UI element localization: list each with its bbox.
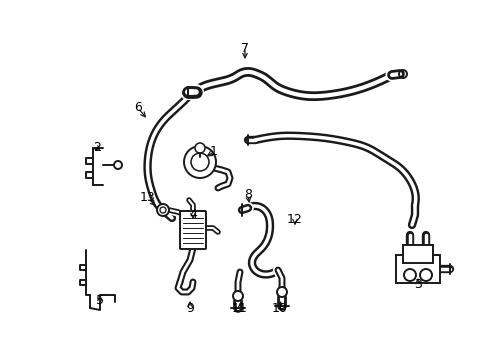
Circle shape	[232, 291, 243, 301]
FancyBboxPatch shape	[180, 211, 205, 249]
Text: 6: 6	[134, 102, 142, 114]
Circle shape	[195, 143, 204, 153]
Text: 10: 10	[271, 301, 287, 315]
Polygon shape	[93, 148, 114, 185]
Circle shape	[403, 269, 415, 281]
Circle shape	[183, 146, 216, 178]
Text: 13: 13	[140, 192, 156, 204]
Text: 1: 1	[210, 145, 218, 158]
Circle shape	[276, 287, 286, 297]
Text: 2: 2	[93, 141, 101, 154]
Bar	[395, 255, 439, 283]
Bar	[402, 245, 432, 263]
Circle shape	[419, 269, 431, 281]
Circle shape	[114, 161, 122, 169]
Text: 4: 4	[189, 208, 197, 221]
Text: 8: 8	[244, 189, 251, 202]
Circle shape	[157, 204, 169, 216]
Text: 9: 9	[185, 301, 194, 315]
Text: 3: 3	[413, 279, 421, 292]
Text: 5: 5	[96, 293, 104, 306]
Text: 7: 7	[241, 41, 248, 54]
Text: 11: 11	[232, 301, 247, 315]
Text: 12: 12	[286, 213, 302, 226]
